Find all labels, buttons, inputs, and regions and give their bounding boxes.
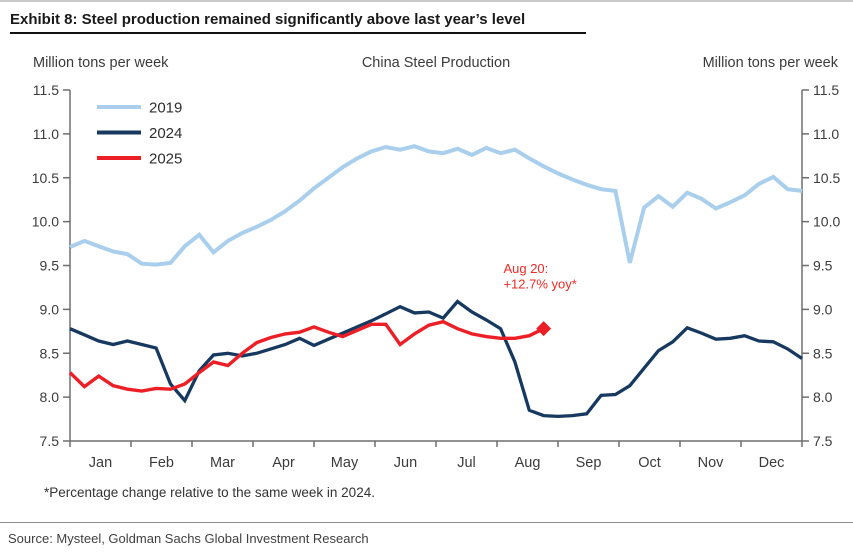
- y-tick-label-right: 8.5: [813, 345, 833, 361]
- y-tick-label-left: 11.0: [33, 126, 59, 142]
- y-tick-label-right: 9.0: [813, 301, 833, 317]
- x-tick-label: Apr: [272, 455, 295, 471]
- x-tick-label: Sep: [576, 455, 602, 471]
- latest-point-diamond: [536, 321, 552, 337]
- series-line-2025: [68, 319, 545, 393]
- y-tick-label-left: 10.5: [32, 170, 59, 186]
- axis-frame: [69, 90, 803, 442]
- chart-title: China Steel Production: [361, 55, 511, 71]
- y-tick-label-right: 11.5: [813, 82, 839, 98]
- top-border: [0, 0, 853, 2]
- right-axis-title: Million tons per week: [702, 55, 838, 71]
- y-tick-label-right: 9.5: [813, 258, 833, 274]
- y-tick-label-left: 8.0: [40, 389, 60, 405]
- y-tick-label-right: 8.0: [813, 389, 833, 405]
- y-tick-label-left: 9.0: [40, 301, 60, 317]
- x-tick-label: Mar: [210, 455, 235, 471]
- y-tick-label-left: 11.5: [33, 82, 59, 98]
- legend-label-2025: 2025: [149, 151, 182, 168]
- series-line-2019: [69, 144, 803, 267]
- y-tick-label-right: 10.0: [813, 214, 840, 230]
- divider: [0, 522, 853, 523]
- x-tick-label: Oct: [638, 455, 661, 471]
- title-underline: [10, 32, 586, 34]
- source-line: Source: Mysteel, Goldman Sachs Global In…: [8, 531, 369, 546]
- x-tick-label: Feb: [149, 455, 174, 471]
- y-tick-label-left: 8.5: [40, 345, 60, 361]
- chart-footnote: *Percentage change relative to the same …: [44, 485, 375, 500]
- annotation-line-2: +12.7% yoy*: [503, 276, 576, 291]
- legend-label-2024: 2024: [149, 125, 182, 142]
- series-line-2024: [69, 299, 803, 419]
- x-tick-label: Aug: [515, 455, 541, 471]
- x-tick-label: Jul: [457, 455, 476, 471]
- y-tick-label-left: 10.0: [32, 214, 59, 230]
- x-tick-label: May: [331, 455, 359, 471]
- left-axis-title: Million tons per week: [33, 55, 169, 71]
- x-tick-label: Jan: [89, 455, 112, 471]
- x-tick-label: Jun: [394, 455, 417, 471]
- exhibit-title: Exhibit 8: Steel production remained sig…: [10, 11, 526, 28]
- y-tick-label-right: 11.0: [813, 126, 839, 142]
- annotation-line-1: Aug 20:: [503, 261, 548, 276]
- y-tick-label-right: 7.5: [813, 433, 833, 449]
- x-tick-label: Nov: [698, 455, 725, 471]
- y-tick-label-left: 9.5: [40, 258, 60, 274]
- legend-label-2019: 2019: [149, 100, 182, 117]
- y-tick-label-left: 7.5: [40, 433, 60, 449]
- y-tick-label-right: 10.5: [813, 170, 840, 186]
- x-tick-label: Dec: [759, 455, 785, 471]
